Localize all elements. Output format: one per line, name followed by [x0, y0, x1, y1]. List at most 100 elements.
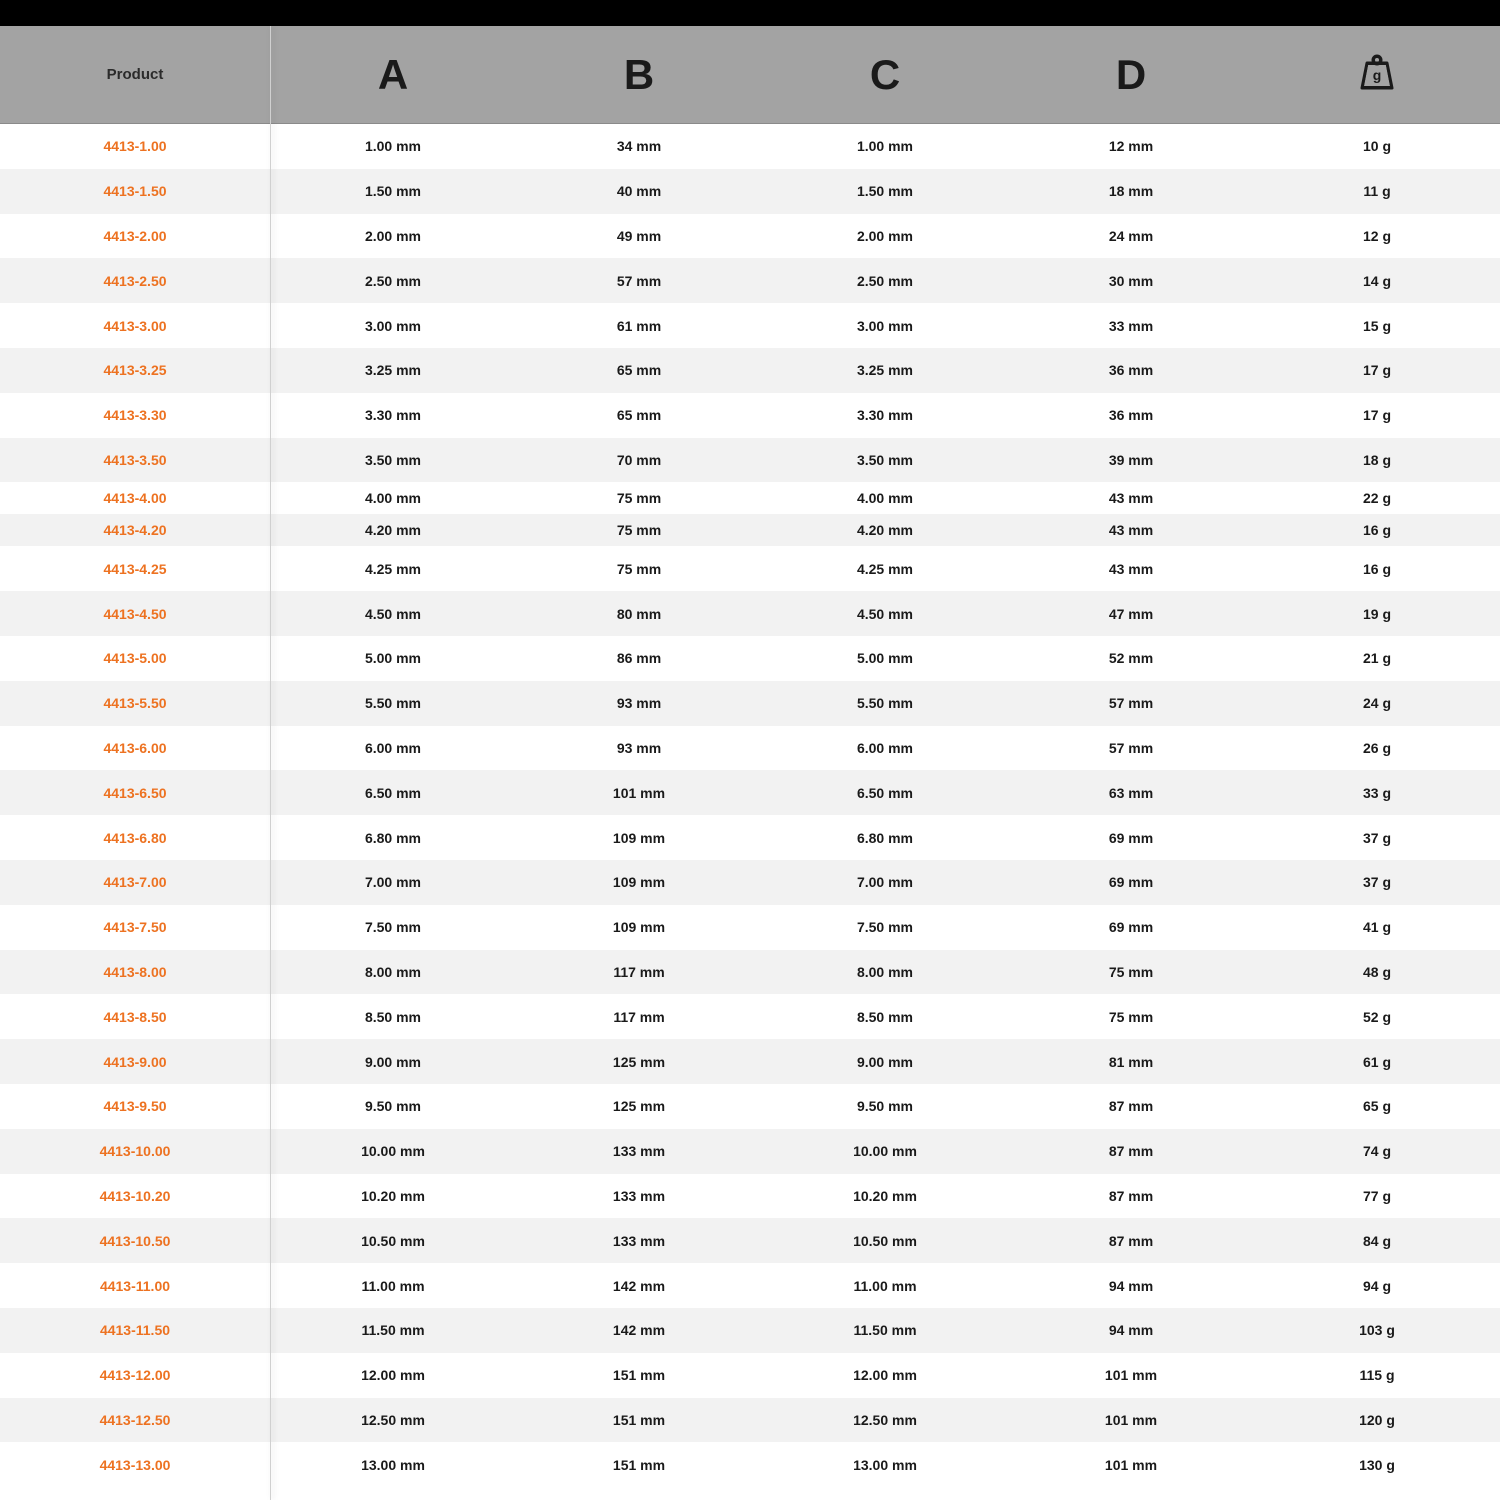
product-link[interactable]: 4413-5.50 [103, 695, 166, 711]
cell-value: 3.50 mm [857, 452, 913, 468]
cell-value: 14 g [1363, 273, 1391, 289]
cell-g: 16 g [1254, 522, 1500, 538]
cell-value: 2.00 mm [857, 228, 913, 244]
product-link[interactable]: 4413-6.80 [103, 830, 166, 846]
cell-value: 7.50 mm [365, 919, 421, 935]
cell-value: 10.00 mm [853, 1143, 917, 1159]
cell-d: 18 mm [1008, 183, 1254, 199]
product-link[interactable]: 4413-8.50 [103, 1009, 166, 1025]
cell-product[interactable]: 4413-11.00 [0, 1278, 270, 1294]
cell-product[interactable]: 4413-7.50 [0, 919, 270, 935]
table-row: 4413-6.806.80 mm109 mm6.80 mm69 mm37 g [0, 815, 1500, 860]
cell-value: 6.50 mm [365, 785, 421, 801]
cell-product[interactable]: 4413-3.25 [0, 362, 270, 378]
cell-value: 109 mm [613, 919, 665, 935]
cell-d: 43 mm [1008, 490, 1254, 506]
cell-product[interactable]: 4413-10.50 [0, 1233, 270, 1249]
product-link[interactable]: 4413-5.00 [103, 650, 166, 666]
product-link[interactable]: 4413-1.00 [103, 138, 166, 154]
cell-value: 19 g [1363, 606, 1391, 622]
product-link[interactable]: 4413-4.50 [103, 606, 166, 622]
cell-product[interactable]: 4413-12.50 [0, 1412, 270, 1428]
cell-product[interactable]: 4413-4.00 [0, 490, 270, 506]
cell-c: 6.80 mm [762, 830, 1008, 846]
product-link[interactable]: 4413-4.25 [103, 561, 166, 577]
product-link[interactable]: 4413-13.00 [100, 1457, 171, 1473]
cell-product[interactable]: 4413-12.00 [0, 1367, 270, 1383]
cell-product[interactable]: 4413-10.20 [0, 1188, 270, 1204]
cell-value: 9.00 mm [365, 1054, 421, 1070]
cell-value: 4.00 mm [857, 490, 913, 506]
cell-product[interactable]: 4413-3.00 [0, 318, 270, 334]
cell-b: 34 mm [516, 138, 762, 154]
cell-product[interactable]: 4413-2.50 [0, 273, 270, 289]
product-link[interactable]: 4413-10.20 [100, 1188, 171, 1204]
cell-product[interactable]: 4413-7.00 [0, 874, 270, 890]
cell-product[interactable]: 4413-5.50 [0, 695, 270, 711]
cell-product[interactable]: 4413-4.25 [0, 561, 270, 577]
product-link[interactable]: 4413-9.00 [103, 1054, 166, 1070]
product-link[interactable]: 4413-3.50 [103, 452, 166, 468]
cell-value: 17 g [1363, 362, 1391, 378]
cell-product[interactable]: 4413-4.20 [0, 522, 270, 538]
cell-product[interactable]: 4413-1.00 [0, 138, 270, 154]
product-link[interactable]: 4413-7.50 [103, 919, 166, 935]
cell-value: 87 mm [1109, 1098, 1153, 1114]
cell-product[interactable]: 4413-8.00 [0, 964, 270, 980]
product-link[interactable]: 4413-10.50 [100, 1233, 171, 1249]
product-link[interactable]: 4413-2.00 [103, 228, 166, 244]
cell-product[interactable]: 4413-4.50 [0, 606, 270, 622]
product-link[interactable]: 4413-4.20 [103, 522, 166, 538]
cell-value: 70 mm [617, 452, 661, 468]
product-link[interactable]: 4413-4.00 [103, 490, 166, 506]
cell-c: 8.50 mm [762, 1009, 1008, 1025]
product-link[interactable]: 4413-11.50 [100, 1322, 170, 1338]
product-link[interactable]: 4413-6.00 [103, 740, 166, 756]
cell-c: 7.00 mm [762, 874, 1008, 890]
product-link[interactable]: 4413-6.50 [103, 785, 166, 801]
product-link[interactable]: 4413-9.50 [103, 1098, 166, 1114]
cell-product[interactable]: 4413-9.00 [0, 1054, 270, 1070]
product-link[interactable]: 4413-7.00 [103, 874, 166, 890]
cell-value: 87 mm [1109, 1143, 1153, 1159]
cell-product[interactable]: 4413-8.50 [0, 1009, 270, 1025]
cell-product[interactable]: 4413-3.30 [0, 407, 270, 423]
cell-value: 61 g [1363, 1054, 1391, 1070]
product-link[interactable]: 4413-11.00 [100, 1278, 170, 1294]
product-link[interactable]: 4413-1.50 [103, 183, 166, 199]
cell-product[interactable]: 4413-11.50 [0, 1322, 270, 1338]
cell-product[interactable]: 4413-6.50 [0, 785, 270, 801]
cell-value: 6.50 mm [857, 785, 913, 801]
product-link[interactable]: 4413-3.25 [103, 362, 166, 378]
cell-product[interactable]: 4413-2.00 [0, 228, 270, 244]
cell-product[interactable]: 4413-1.50 [0, 183, 270, 199]
cell-b: 80 mm [516, 606, 762, 622]
cell-value: 6.80 mm [857, 830, 913, 846]
product-link[interactable]: 4413-12.00 [100, 1367, 171, 1383]
product-link[interactable]: 4413-8.00 [103, 964, 166, 980]
cell-b: 61 mm [516, 318, 762, 334]
cell-value: 41 g [1363, 919, 1391, 935]
product-link[interactable]: 4413-12.50 [100, 1412, 171, 1428]
cell-g: 18 g [1254, 452, 1500, 468]
cell-g: 115 g [1254, 1367, 1500, 1383]
cell-value: 33 mm [1109, 318, 1153, 334]
cell-c: 6.50 mm [762, 785, 1008, 801]
cell-a: 11.00 mm [270, 1278, 516, 1294]
product-link[interactable]: 4413-10.00 [100, 1143, 171, 1159]
cell-product[interactable]: 4413-6.00 [0, 740, 270, 756]
cell-value: 101 mm [1105, 1457, 1157, 1473]
cell-c: 6.00 mm [762, 740, 1008, 756]
header-product: Product [0, 66, 270, 84]
cell-product[interactable]: 4413-6.80 [0, 830, 270, 846]
cell-value: 142 mm [613, 1278, 665, 1294]
cell-product[interactable]: 4413-9.50 [0, 1098, 270, 1114]
cell-product[interactable]: 4413-13.00 [0, 1457, 270, 1473]
product-link[interactable]: 4413-2.50 [103, 273, 166, 289]
cell-product[interactable]: 4413-5.00 [0, 650, 270, 666]
product-link[interactable]: 4413-3.00 [103, 318, 166, 334]
cell-b: 70 mm [516, 452, 762, 468]
product-link[interactable]: 4413-3.30 [103, 407, 166, 423]
cell-product[interactable]: 4413-3.50 [0, 452, 270, 468]
cell-product[interactable]: 4413-10.00 [0, 1143, 270, 1159]
